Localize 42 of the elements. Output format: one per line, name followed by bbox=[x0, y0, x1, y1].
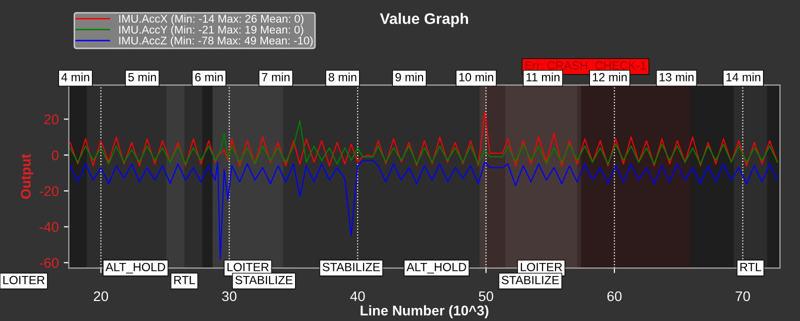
x2-tick-label: 5 min bbox=[128, 72, 156, 82]
y-tick-label: 20 bbox=[44, 114, 59, 124]
x2-tick-label: 6 min bbox=[195, 72, 223, 82]
band-label: LOITER bbox=[520, 262, 562, 272]
band-label: ALT_HOLD bbox=[406, 262, 466, 274]
y-tick-label: -20 bbox=[40, 186, 59, 196]
line-series bbox=[70, 111, 778, 166]
y-tick-label: -60 bbox=[40, 258, 59, 268]
x2-tick-label: 11 min bbox=[526, 72, 560, 82]
band-label: STABILIZE bbox=[502, 276, 559, 284]
x2-tick-label: 4 min bbox=[61, 72, 90, 82]
x2-tick-label: 8 min bbox=[328, 72, 356, 82]
y-tick-label: 0 bbox=[52, 150, 59, 160]
band-label: STABILIZE bbox=[235, 276, 293, 284]
band-label: STABILIZE bbox=[322, 262, 380, 272]
band-label: RTL bbox=[174, 276, 195, 284]
x-axis-title: Line Number (10^3) bbox=[360, 305, 488, 318]
chart-title: Value Graph bbox=[380, 12, 468, 28]
x-tick-label: 20 bbox=[94, 291, 108, 302]
x-tick-label: 60 bbox=[607, 291, 622, 302]
text: LOITER bbox=[3, 276, 44, 284]
band-label: RTL bbox=[740, 262, 762, 272]
x2-tick-label: 7 min bbox=[262, 72, 290, 82]
line-series bbox=[70, 120, 778, 165]
band-label: LOITER bbox=[228, 262, 269, 272]
x-tick-label: 50 bbox=[478, 291, 494, 302]
y-tick-label: -40 bbox=[40, 222, 59, 232]
band-label: ALT_HOLD bbox=[106, 262, 166, 274]
band-label: Err: CRASH_CHECK-1 bbox=[525, 61, 646, 72]
x2-tick-label: 12 min bbox=[592, 72, 627, 82]
x2-tick-label: 14 min bbox=[726, 72, 760, 82]
x2-tick-label: 13 min bbox=[660, 72, 694, 82]
legend-label: IMU.AccX (Min: -14 Max: 26 Mean: 0) bbox=[119, 14, 304, 25]
x-tick-label: 40 bbox=[350, 291, 365, 302]
legend-label: IMU.AccZ (Min: -78 Max: 49 Mean: -10) bbox=[119, 36, 313, 47]
legend-label: IMU.AccY (Min: -21 Max: 19 Mean: 0) bbox=[119, 25, 304, 36]
x2-tick-label: 10 min bbox=[459, 72, 494, 82]
line-series bbox=[70, 160, 778, 260]
x2-tick-label: 9 min bbox=[395, 72, 424, 82]
x-tick-label: 70 bbox=[736, 291, 750, 302]
x-tick-label: 30 bbox=[222, 291, 236, 302]
y-axis-title: Output bbox=[20, 154, 34, 199]
